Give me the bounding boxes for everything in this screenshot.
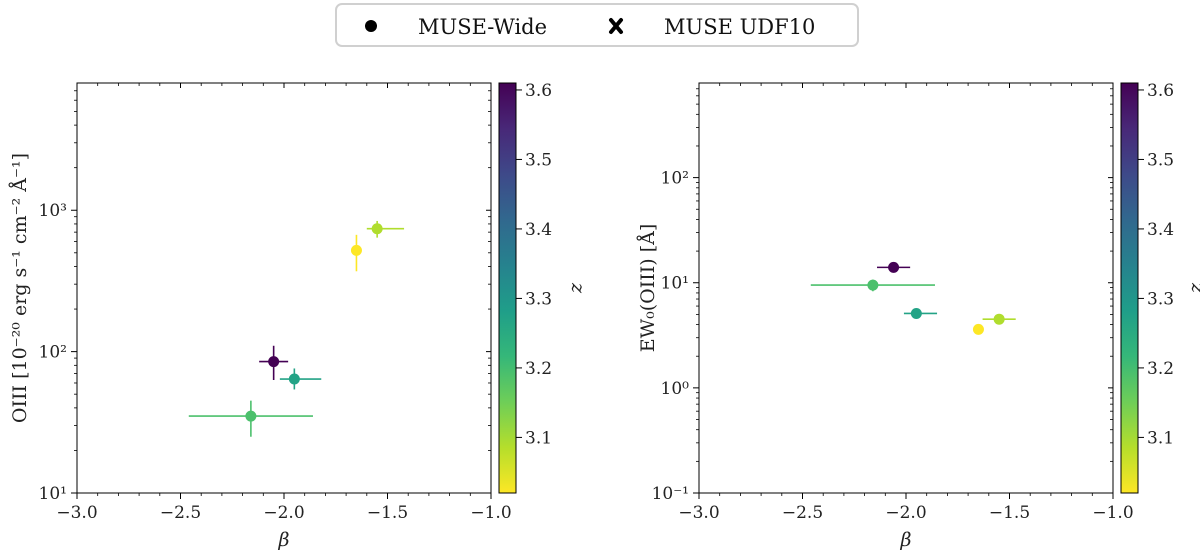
right-xlabel: β <box>900 529 912 551</box>
colorbar-tick-label: 3.1 <box>1147 428 1174 448</box>
left-ylabel: OIII [10⁻²⁰ erg s⁻¹ cm⁻² Å⁻¹] <box>9 153 31 423</box>
x-tick-label: −1.0 <box>1092 503 1133 523</box>
point-marker <box>288 373 300 385</box>
point-marker <box>993 313 1005 325</box>
y-tick-label: 10³ <box>39 201 67 221</box>
colorbar-tick-label: 3.1 <box>525 428 552 448</box>
left-plot-frame <box>76 82 492 494</box>
colorbar-tick-label: 3.5 <box>525 150 552 170</box>
y-tick-label: 10⁰ <box>661 379 690 399</box>
data-point <box>279 368 322 390</box>
left-colorbar-ticks: 3.1 3.2 3.3 3.4 3.5 3.6 <box>516 81 552 448</box>
x-tick-label: −2.0 <box>885 503 926 523</box>
x-tick-label: −3.0 <box>56 503 97 523</box>
point-marker <box>350 244 362 256</box>
right-ylabel: EW₀(OIII) [Å] <box>637 224 659 353</box>
data-point <box>903 307 938 319</box>
data-point <box>810 279 935 292</box>
data-point <box>188 400 313 437</box>
x-tick-label: −1.5 <box>367 503 408 523</box>
colorbar-tick-label: 3.4 <box>525 220 552 240</box>
x-tick-label: −1.5 <box>989 503 1030 523</box>
point-marker <box>910 307 922 319</box>
right-axis-ticks: −3.0 −2.5 −2.0 −1.5 −1.0 10⁻¹ 10⁰ 10¹ 10² <box>652 83 1134 523</box>
x-tick-label: −2.0 <box>263 503 304 523</box>
legend-x-marker <box>609 18 623 34</box>
legend-label-muse-udf10: MUSE UDF10 <box>664 15 815 39</box>
legend-circle-marker <box>365 20 377 32</box>
x-tick-label: −3.0 <box>678 503 719 523</box>
left-data-marks <box>188 220 405 437</box>
y-tick-label: 10² <box>661 169 689 189</box>
point-marker <box>268 356 280 368</box>
right-plot-frame <box>698 82 1114 494</box>
right-colorbar-label: z <box>1187 282 1200 294</box>
data-point <box>972 323 984 335</box>
colorbar-tick-label: 3.6 <box>1147 81 1174 101</box>
colorbar-tick-label: 3.5 <box>1147 150 1174 170</box>
y-tick-label: 10¹ <box>661 274 689 294</box>
legend-frame <box>335 3 859 47</box>
right-panel: −3.0 −2.5 −2.0 −1.5 −1.0 10⁻¹ 10⁰ 10¹ 10² β EW₀(… <box>637 81 1200 551</box>
data-point <box>366 220 405 238</box>
left-colorbar <box>498 82 517 494</box>
left-colorbar-label: z <box>567 282 589 294</box>
legend-label-muse-wide: MUSE-Wide <box>418 15 547 39</box>
point-marker <box>371 223 383 235</box>
left-axis-ticks: −3.0 −2.5 −2.0 −1.5 −1.0 10¹ 10² 10³ <box>39 83 512 523</box>
right-colorbar-ticks: 3.1 3.2 3.3 3.4 3.5 3.6 <box>1138 81 1174 448</box>
point-marker <box>972 323 984 335</box>
x-tick-label: −2.5 <box>160 503 201 523</box>
right-data-marks <box>810 261 1016 335</box>
y-tick-label: 10⁻¹ <box>652 484 689 504</box>
point-marker <box>245 410 257 422</box>
colorbar-tick-label: 3.6 <box>525 81 552 101</box>
point-marker <box>867 279 879 291</box>
legend: MUSE-Wide MUSE UDF10 <box>335 3 859 47</box>
x-tick-label: −1.0 <box>470 503 511 523</box>
left-panel: −3.0 −2.5 −2.0 −1.5 −1.0 10¹ 10² 10³ β OIII [10… <box>9 81 589 551</box>
colorbar-tick-label: 3.2 <box>1147 359 1174 379</box>
data-point <box>350 234 362 272</box>
right-colorbar <box>1120 82 1139 494</box>
colorbar-tick-label: 3.3 <box>525 289 552 309</box>
colorbar-tick-label: 3.3 <box>1147 289 1174 309</box>
colorbar-tick-label: 3.2 <box>525 359 552 379</box>
data-point <box>259 345 289 380</box>
y-tick-label: 10² <box>39 343 67 363</box>
point-marker <box>888 261 900 273</box>
data-point <box>982 313 1016 325</box>
y-tick-label: 10¹ <box>39 484 67 504</box>
left-xlabel: β <box>278 529 290 551</box>
data-point <box>877 261 911 273</box>
x-tick-label: −2.5 <box>782 503 823 523</box>
colorbar-tick-label: 3.4 <box>1147 220 1174 240</box>
